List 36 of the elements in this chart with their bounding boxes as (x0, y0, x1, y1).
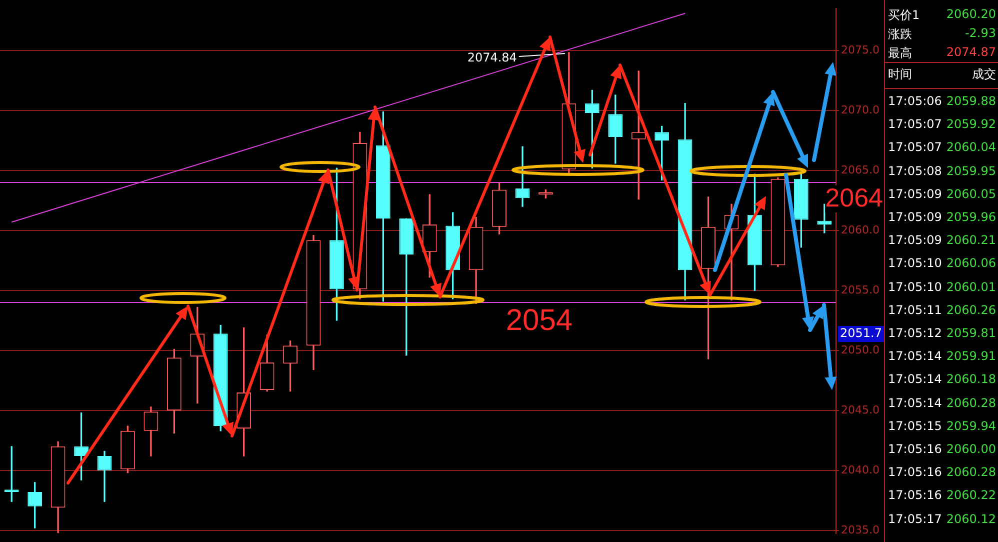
text: 2051.7 (840, 326, 882, 340)
y-tick-label: 2055.0 (841, 283, 880, 296)
annotation: 2074.84 (467, 50, 517, 65)
text: 17:05:16 2060.00 (888, 442, 996, 456)
text: 17:05:08 2059.95 (888, 164, 996, 178)
ref-line-label: 2054 (506, 304, 573, 337)
y-tick-label: 2040.0 (841, 463, 880, 476)
text: 17:05:06 2059.88 (888, 94, 996, 108)
text: 17:05:07 2060.04 (888, 140, 996, 154)
text: 涨跌 -2.93 (888, 26, 996, 41)
ref-line-label: 2064 (825, 182, 883, 213)
y-tick-label: 2050.0 (841, 343, 880, 356)
text: 17:05:11 2060.26 (888, 302, 996, 317)
text: 17:05:16 2060.28 (888, 465, 996, 480)
text: 17:05:09 2060.05 (888, 186, 996, 201)
text: 17:05:14 2060.18 (888, 372, 996, 386)
text: 最高 2074.87 (888, 45, 996, 60)
text: 17:05:14 2060.28 (888, 396, 996, 410)
text: 17:05:07 2059.92 (888, 117, 996, 132)
text: 买价1 2060.20 (888, 7, 996, 22)
text: 17:05:09 2059.96 (888, 210, 996, 224)
text: 时间 成交 (888, 67, 996, 81)
y-tick-label: 2075.0 (841, 43, 880, 56)
y-tick-label: 2035.0 (841, 523, 880, 536)
y-tick-label: 2060.0 (841, 223, 880, 236)
text: 17:05:09 2060.21 (888, 233, 996, 248)
text: 17:05:10 2060.06 (888, 256, 996, 270)
y-tick-label: 2045.0 (841, 403, 880, 416)
text: 17:05:17 2060.12 (888, 512, 996, 526)
y-tick-label: 2065.0 (841, 163, 880, 176)
text: 17:05:14 2059.91 (888, 349, 996, 364)
text: 17:05:15 2059.94 (888, 418, 996, 433)
y-tick-label: 2070.0 (841, 103, 880, 116)
text: 17:05:10 2060.01 (888, 280, 996, 294)
text: 17:05:12 2059.81 (888, 326, 996, 340)
text: 17:05:16 2060.22 (888, 488, 996, 502)
